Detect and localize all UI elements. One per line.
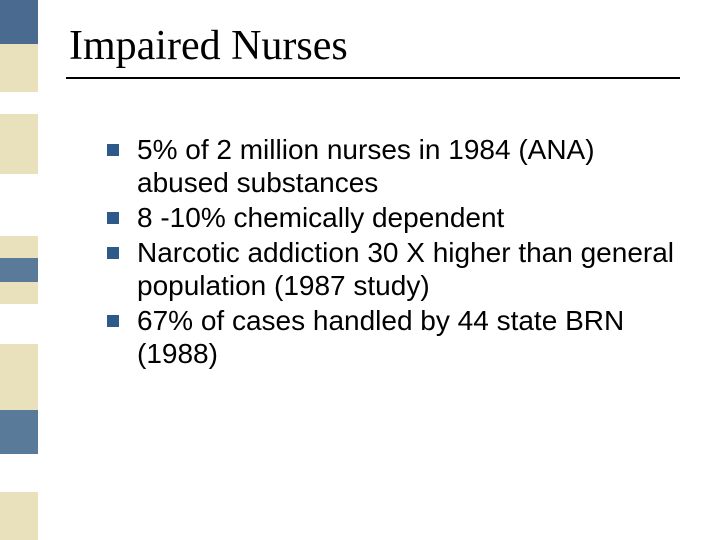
stripe-block — [0, 44, 38, 92]
stripe-block — [0, 174, 38, 236]
list-item-text: 67% of cases handled by 44 state BRN (19… — [137, 304, 679, 370]
list-item-text: 5% of 2 million nurses in 1984 (ANA) abu… — [137, 133, 679, 199]
square-bullet-icon — [107, 247, 119, 259]
list-item-text: 8 -10% chemically dependent — [137, 201, 504, 234]
stripe-block — [0, 454, 38, 492]
list-item: 5% of 2 million nurses in 1984 (ANA) abu… — [99, 133, 679, 199]
square-bullet-icon — [107, 315, 119, 327]
stripe-block — [0, 304, 38, 344]
square-bullet-icon — [107, 144, 119, 156]
stripe-block — [0, 0, 38, 44]
list-item: 67% of cases handled by 44 state BRN (19… — [99, 304, 679, 370]
stripe-block — [0, 114, 38, 174]
stripe-block — [0, 92, 38, 114]
stripe-block — [0, 344, 38, 410]
stripe-block — [0, 258, 38, 282]
decorative-left-stripe — [0, 0, 38, 540]
square-bullet-icon — [107, 212, 119, 224]
title-underline — [66, 77, 680, 79]
list-item-text: Narcotic addiction 30 X higher than gene… — [137, 236, 679, 302]
list-item: 8 -10% chemically dependent — [99, 201, 679, 234]
slide-title: Impaired Nurses — [69, 22, 348, 70]
bullet-list: 5% of 2 million nurses in 1984 (ANA) abu… — [99, 133, 679, 372]
stripe-block — [0, 410, 38, 454]
stripe-block — [0, 236, 38, 258]
list-item: Narcotic addiction 30 X higher than gene… — [99, 236, 679, 302]
stripe-block — [0, 282, 38, 304]
stripe-block — [0, 492, 38, 540]
